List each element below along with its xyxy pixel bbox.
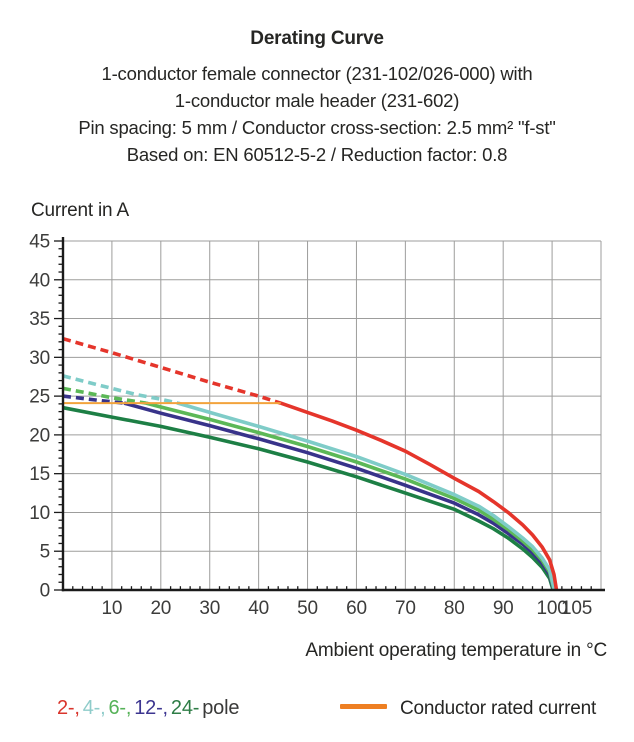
axes bbox=[61, 237, 605, 592]
series-24-pole-solid bbox=[62, 405, 555, 591]
svg-text:0: 0 bbox=[40, 581, 50, 602]
svg-text:70: 70 bbox=[395, 598, 416, 619]
svg-text:35: 35 bbox=[29, 309, 50, 330]
subtitle-block: 1-conductor female connector (231-102/02… bbox=[0, 60, 634, 168]
svg-text:100: 100 bbox=[537, 598, 568, 619]
svg-text:15: 15 bbox=[29, 464, 50, 485]
y-axis-title: Current in A bbox=[31, 200, 129, 221]
legend-pole-item: 6-, bbox=[108, 697, 132, 719]
legend-pole-suffix: pole bbox=[202, 697, 240, 719]
legend-pole-item: 24- bbox=[170, 697, 200, 719]
subtitle-line: Pin spacing: 5 mm / Conductor cross-sect… bbox=[78, 117, 556, 138]
legend-pole-item: 12-, bbox=[134, 697, 168, 719]
svg-text:60: 60 bbox=[346, 598, 367, 619]
svg-text:30: 30 bbox=[199, 598, 220, 619]
subtitle-line: Based on: EN 60512-5-2 / Reduction facto… bbox=[126, 144, 508, 165]
svg-text:10: 10 bbox=[102, 598, 123, 619]
svg-text:40: 40 bbox=[29, 270, 50, 291]
series-12-pole-solid bbox=[123, 401, 556, 591]
subtitle-line: 1-conductor female connector (231-102/02… bbox=[101, 63, 533, 84]
gridlines bbox=[63, 240, 602, 590]
svg-text:80: 80 bbox=[444, 598, 465, 619]
pole-legend: 2-, 4-, 6-, 12-, 24- pole bbox=[57, 697, 242, 720]
page-title: Derating Curve bbox=[250, 28, 384, 49]
subtitle-line: 1-conductor male header (231-602) bbox=[174, 90, 460, 111]
series-6-pole-dashed bbox=[62, 386, 147, 405]
series-4-pole-solid bbox=[177, 401, 557, 591]
rated-current-swatch bbox=[340, 704, 387, 709]
svg-text:10: 10 bbox=[29, 503, 50, 524]
tick-labels: 0 5 10 15 20 25 30 35 40 45 10 20 30 40 50 60 70 80 90 1001… bbox=[29, 232, 592, 620]
svg-text:50: 50 bbox=[297, 598, 318, 619]
svg-text:25: 25 bbox=[29, 387, 50, 408]
svg-text:5: 5 bbox=[40, 542, 50, 563]
svg-text:20: 20 bbox=[29, 425, 50, 446]
rated-current-label: Conductor rated current bbox=[400, 698, 597, 719]
series-6-pole-solid bbox=[145, 401, 556, 591]
svg-text:30: 30 bbox=[29, 348, 50, 369]
svg-text:20: 20 bbox=[150, 598, 171, 619]
legend-pole-item: 2-, bbox=[57, 697, 80, 719]
tick-marks bbox=[54, 240, 592, 591]
svg-text:90: 90 bbox=[493, 598, 514, 619]
legend-pole-item: 4-, bbox=[82, 697, 106, 719]
series-2-pole-dashed bbox=[62, 336, 282, 405]
x-axis-title: Ambient operating temperature in °C bbox=[305, 640, 607, 661]
svg-text:105: 105 bbox=[561, 598, 592, 619]
series-2-pole-solid bbox=[280, 401, 559, 591]
svg-text:40: 40 bbox=[248, 598, 269, 619]
series-12-pole-dashed bbox=[62, 394, 125, 405]
svg-text:45: 45 bbox=[29, 232, 50, 253]
